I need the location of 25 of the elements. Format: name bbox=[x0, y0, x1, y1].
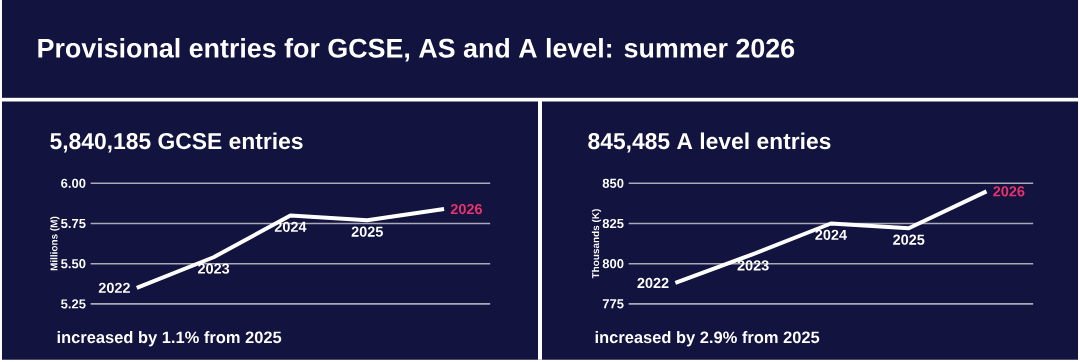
x-tick-label: 2026 bbox=[993, 186, 1025, 197]
y-tick-label: 6.00 bbox=[61, 178, 86, 189]
y-tick-label: 5.75 bbox=[61, 219, 86, 229]
line-series bbox=[673, 189, 989, 286]
y-tick-label: 850 bbox=[602, 178, 624, 189]
x-tick-label: 2025 bbox=[893, 234, 925, 245]
line-series bbox=[134, 207, 447, 290]
x-tick-label: 2026 bbox=[450, 204, 482, 215]
y-tick-label: 5.25 bbox=[61, 299, 86, 309]
y-tick-label: 800 bbox=[602, 259, 624, 269]
chart-title: 5,840,185 GCSE entries bbox=[50, 132, 303, 153]
x-tick-label: 2023 bbox=[197, 263, 230, 274]
x-tick-label: 2024 bbox=[815, 229, 847, 241]
text: increased by 1.1% from 2025 bbox=[57, 331, 282, 347]
y-tick-label: 5.50 bbox=[61, 259, 86, 269]
x-tick-label: 2022 bbox=[637, 278, 669, 289]
chart-title: 845,485 A level entries bbox=[588, 132, 831, 153]
y-axis-title: Millions (M) bbox=[50, 216, 60, 271]
text: increased by 2.9% from 2025 bbox=[595, 331, 820, 347]
text: Provisional entries for GCSE, AS and A level: summer 2026 bbox=[38, 38, 795, 62]
y-tick-label: 775 bbox=[602, 299, 624, 309]
x-tick-label: 2025 bbox=[351, 226, 383, 237]
y-axis-title: Thousands (K) bbox=[591, 209, 602, 279]
y-tick-label: 825 bbox=[602, 219, 624, 229]
x-tick-label: 2022 bbox=[98, 282, 130, 294]
